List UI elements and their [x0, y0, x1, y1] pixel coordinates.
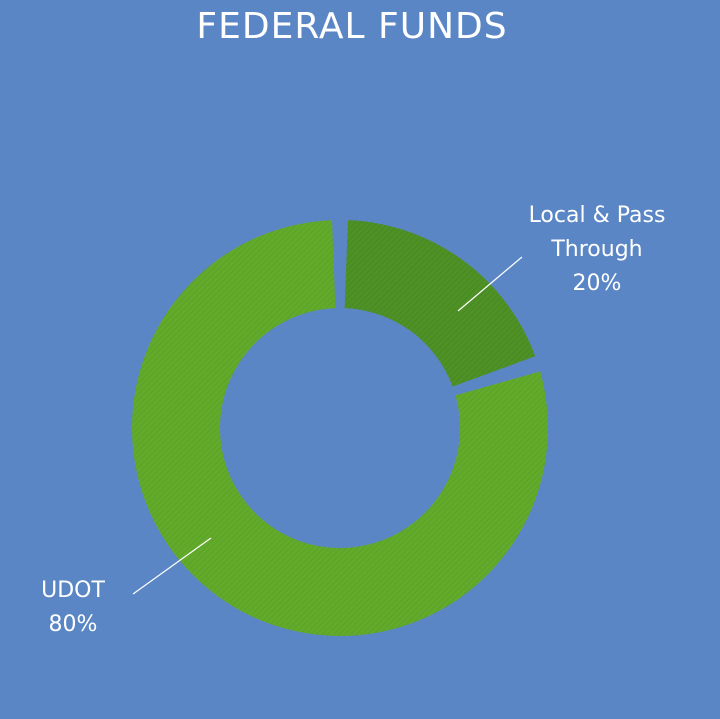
- slice-category-label: Local & Pass: [529, 203, 666, 228]
- slice-udot: [132, 220, 548, 636]
- slice-value-label: 80%: [49, 612, 98, 637]
- chart-title: FEDERAL FUNDS: [196, 6, 508, 47]
- slice-local-pass-through: [344, 220, 536, 387]
- leader-line-0: [457, 256, 523, 312]
- slice-category-label: Through: [550, 237, 642, 262]
- leader-line-1: [132, 537, 212, 595]
- slice-category-label: UDOT: [41, 578, 105, 603]
- slice-value-label: 20%: [573, 271, 622, 296]
